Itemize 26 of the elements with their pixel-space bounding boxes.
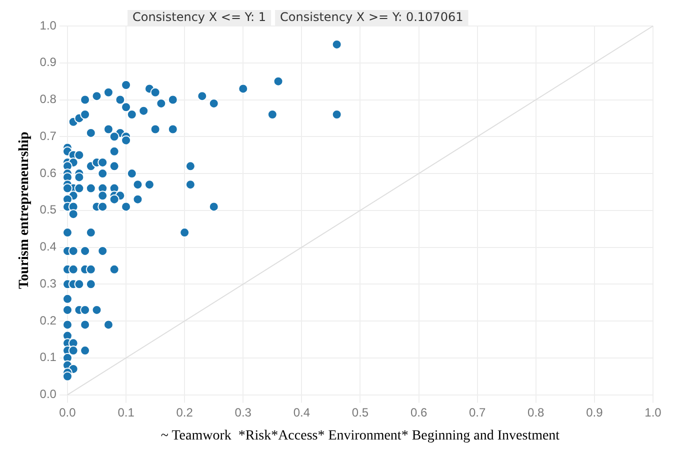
x-tick-label: 0.9 bbox=[586, 405, 604, 420]
y-tick-label: 0.9 bbox=[40, 55, 57, 70]
y-tick-label: 0.3 bbox=[40, 276, 57, 290]
y-tick-label: 0.8 bbox=[40, 92, 57, 106]
x-tick-label: 0.2 bbox=[176, 405, 194, 420]
x-tick-label: 0.4 bbox=[293, 405, 310, 420]
y-tick-label: 0.0 bbox=[40, 387, 57, 402]
y-tick-label: 0.5 bbox=[40, 202, 57, 217]
y-tick-label: 0.2 bbox=[40, 313, 57, 328]
y-axis-title: Tourism entrepreneurship bbox=[17, 132, 32, 290]
x-tick-label: 0.6 bbox=[410, 405, 428, 420]
x-tick-label: 0.7 bbox=[469, 405, 486, 420]
y-tick-label: 0.7 bbox=[40, 128, 57, 143]
x-tick-label: 0.0 bbox=[59, 405, 76, 420]
x-tick-label: 0.1 bbox=[118, 405, 135, 420]
x-tick-label: 0.5 bbox=[352, 405, 369, 420]
y-tick-label: 0.1 bbox=[40, 350, 57, 364]
text: Consistency X <= Y: 1 bbox=[132, 10, 266, 24]
x-tick-label: 0.8 bbox=[528, 405, 545, 420]
text: Consistency X >= Y: 0.107061 bbox=[280, 10, 464, 24]
x-tick-label: 0.3 bbox=[234, 405, 252, 420]
y-tick-label: 0.4 bbox=[40, 240, 57, 254]
x-tick-label: 1.0 bbox=[644, 405, 662, 420]
x-axis-title: ~ Teamwork *Risk*Access* Environment* Beginning and Investment bbox=[160, 428, 560, 444]
y-tick-label: 0.6 bbox=[40, 166, 57, 180]
y-tick-label: 1.0 bbox=[40, 18, 57, 32]
